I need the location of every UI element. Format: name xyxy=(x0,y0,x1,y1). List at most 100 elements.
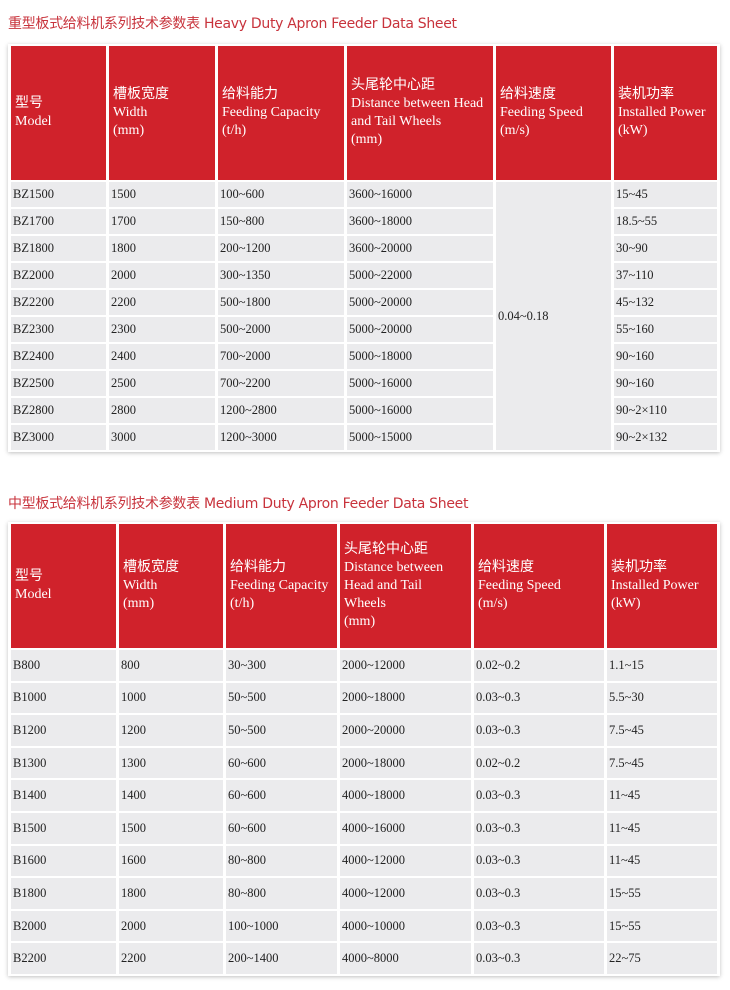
table-row: B1500 1500 60~600 4000~16000 0.03~0.3 11~45 xyxy=(11,812,717,844)
table-cell: 1400 xyxy=(119,780,223,811)
table-cell: BZ2800 xyxy=(11,398,106,423)
column-header-line: 头尾轮中心距 xyxy=(344,542,428,557)
table-cell: 2000~20000 xyxy=(340,715,471,746)
table-cell: B1800 xyxy=(11,878,116,909)
column-header-line: (t/h) xyxy=(230,596,255,611)
table-cell: 5000~22000 xyxy=(347,263,493,288)
table-cell: 200~1400 xyxy=(226,943,337,974)
table-cell: 1300 xyxy=(119,747,223,779)
table-cell: B1600 xyxy=(11,845,116,877)
table-cell: 0.03~0.3 xyxy=(474,845,604,877)
table-cell: 60~600 xyxy=(226,747,337,779)
column-header-line: (mm) xyxy=(113,123,145,138)
table-cell: 90~2×110 xyxy=(614,398,717,423)
table-cell: 37~110 xyxy=(614,263,717,288)
table-cell: 1700 xyxy=(109,209,215,234)
table-cell: 50~500 xyxy=(226,715,337,746)
column-header-line: (mm) xyxy=(351,132,383,147)
column-header-line: (mm) xyxy=(344,614,376,629)
column-header-line: Head and Tail xyxy=(344,578,423,593)
column-header: 槽板宽度 Width (mm) xyxy=(109,46,215,180)
column-header-line: (m/s) xyxy=(500,123,530,138)
table-cell: 200~1200 xyxy=(218,236,344,261)
table-cell: 3600~18000 xyxy=(347,209,493,234)
column-header: 给料速度 Feeding Speed (m/s) xyxy=(496,46,611,180)
table-cell: 0.02~0.2 xyxy=(474,650,604,681)
table-cell: 90~160 xyxy=(614,371,717,396)
table-cell: 2000~18000 xyxy=(340,682,471,714)
table-cell: 1000 xyxy=(119,682,223,714)
table-cell: 50~500 xyxy=(226,682,337,714)
table-row: BZ2300 2300 500~2000 5000~20000 55~160 xyxy=(11,317,717,342)
heavy-duty-title: 重型板式给料机系列技术参数表 Heavy Duty Apron Feeder D… xyxy=(8,16,457,32)
table-cell: 2800 xyxy=(109,398,215,423)
table-cell: 4000~12000 xyxy=(340,878,471,909)
column-header-line: (t/h) xyxy=(222,123,247,138)
heavy-duty-table-container: 型号 Model 槽板宽度 Width (mm) 给料能力 Feeding Capacity… xyxy=(8,44,720,452)
column-header-line: Feeding Speed xyxy=(478,578,561,593)
table-cell: 100~600 xyxy=(218,182,344,207)
table-row: BZ2200 2200 500~1800 5000~20000 45~132 xyxy=(11,290,717,315)
table-cell: 90~160 xyxy=(614,344,717,369)
table-cell: BZ2400 xyxy=(11,344,106,369)
table-row: BZ2000 2000 300~1350 5000~22000 37~110 xyxy=(11,263,717,288)
table-cell: 1500 xyxy=(119,812,223,844)
table-cell: 1500 xyxy=(109,182,215,207)
column-header-line: Feeding Capacity xyxy=(230,578,329,593)
table-cell: 1800 xyxy=(119,878,223,909)
table-cell: 15~55 xyxy=(607,910,717,942)
column-header: 头尾轮中心距 Distance between Head and Tail Whee… xyxy=(347,46,493,180)
table-cell: B1400 xyxy=(11,780,116,811)
table-cell: 0.03~0.3 xyxy=(474,910,604,942)
table-cell: 5000~16000 xyxy=(347,371,493,396)
column-header-line: (kW) xyxy=(618,123,648,138)
table-cell: 1.1~15 xyxy=(607,650,717,681)
table-cell: 30~90 xyxy=(614,236,717,261)
table-cell: 4000~12000 xyxy=(340,845,471,877)
medium-duty-table: 型号 Model 槽板宽度 Width (mm) 给料能力 Feeding Capacity… xyxy=(8,522,720,976)
column-header-line: and Tail Wheels xyxy=(351,114,442,129)
column-header: 给料能力 Feeding Capacity (t/h) xyxy=(226,524,337,648)
table-cell: BZ2300 xyxy=(11,317,106,342)
table-cell: 5.5~30 xyxy=(607,682,717,714)
column-header: 型号 Model xyxy=(11,46,106,180)
table-cell: 0.02~0.2 xyxy=(474,747,604,779)
table-cell: 15~45 xyxy=(614,182,717,207)
column-header-line: Model xyxy=(15,587,52,602)
table-row: BZ1800 1800 200~1200 3600~20000 30~90 xyxy=(11,236,717,261)
medium-duty-table-container: 型号 Model 槽板宽度 Width (mm) 给料能力 Feeding Capacity… xyxy=(8,522,720,976)
table-cell: BZ3000 xyxy=(11,425,106,450)
column-header-line: 型号 xyxy=(15,96,43,111)
heavy-duty-table: 型号 Model 槽板宽度 Width (mm) 给料能力 Feeding Capacity… xyxy=(8,44,720,452)
table-cell: B2000 xyxy=(11,910,116,942)
column-header: 装机功率 Installed Power (kW) xyxy=(614,46,717,180)
table-cell: 5000~18000 xyxy=(347,344,493,369)
table-cell: 0.03~0.3 xyxy=(474,878,604,909)
table-row: BZ1700 1700 150~800 3600~18000 18.5~55 xyxy=(11,209,717,234)
table-cell: 55~160 xyxy=(614,317,717,342)
column-header-line: 头尾轮中心距 xyxy=(351,78,435,93)
table-cell: 1200~2800 xyxy=(218,398,344,423)
column-header: 装机功率 Installed Power (kW) xyxy=(607,524,717,648)
column-header: 头尾轮中心距 Distance between Head and Tail Wheel… xyxy=(340,524,471,648)
column-header-line: Installed Power xyxy=(611,578,699,593)
table-cell: 0.03~0.3 xyxy=(474,715,604,746)
table-row: BZ2500 2500 700~2200 5000~16000 90~160 xyxy=(11,371,717,396)
table-row: B2000 2000 100~1000 4000~10000 0.03~0.3 15~55 xyxy=(11,910,717,942)
column-header-line: Model xyxy=(15,114,52,129)
column-header-line: (mm) xyxy=(123,596,155,611)
column-header-line: 给料能力 xyxy=(230,560,286,575)
table-row: BZ3000 3000 1200~3000 5000~15000 90~2×132 xyxy=(11,425,717,450)
column-header-line: Feeding Capacity xyxy=(222,105,321,120)
table-row: B800 800 30~300 2000~12000 0.02~0.2 1.1~15 xyxy=(11,650,717,681)
table-cell: 5000~15000 xyxy=(347,425,493,450)
table-cell: B1000 xyxy=(11,682,116,714)
column-header: 给料速度 Feeding Speed (m/s) xyxy=(474,524,604,648)
table-cell: 700~2000 xyxy=(218,344,344,369)
table-cell: 5000~16000 xyxy=(347,398,493,423)
table-cell: B1200 xyxy=(11,715,116,746)
table-cell: 11~45 xyxy=(607,780,717,811)
table-cell: 5000~20000 xyxy=(347,290,493,315)
table-cell: 11~45 xyxy=(607,812,717,844)
table-cell: BZ1500 xyxy=(11,182,106,207)
